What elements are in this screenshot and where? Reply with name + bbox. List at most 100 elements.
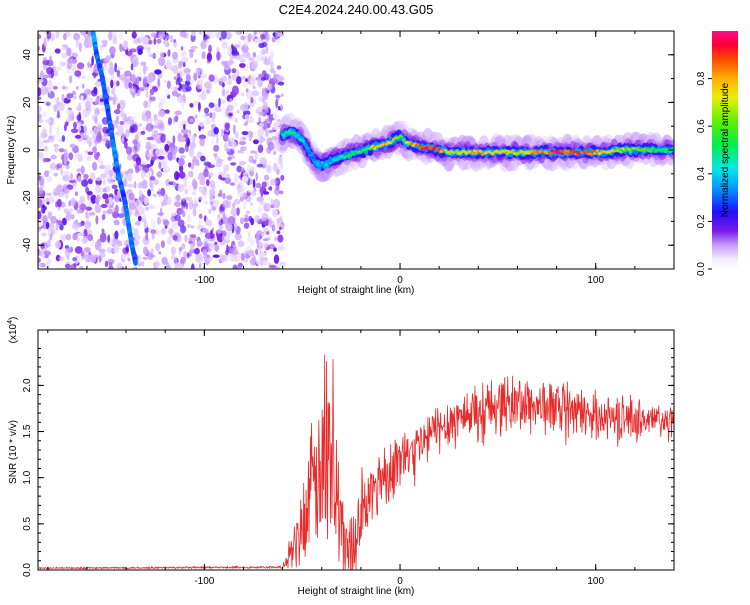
spectrogram-noise-speck xyxy=(128,192,135,201)
spectrogram-ridge-cell xyxy=(429,147,433,151)
spectrogram-noise-speck xyxy=(158,105,164,109)
spectrogram-noise-speck xyxy=(266,231,270,235)
spectrogram-noise-speck xyxy=(38,262,42,268)
spectrogram-ridge-cell xyxy=(308,151,312,155)
spectrogram-noise-speck xyxy=(234,102,238,107)
spectrogram-noise-speck xyxy=(246,164,251,171)
spectrogram-noise-speck xyxy=(203,255,208,260)
spectrogram-noise-speck xyxy=(240,252,245,261)
spectrogram-noise-speck xyxy=(178,171,186,179)
spectrogram-noise-speck xyxy=(232,124,236,134)
spectrogram-noise-speck xyxy=(126,172,133,182)
spectrogram-noise-speck xyxy=(240,35,246,41)
spectrogram-noise-speck xyxy=(129,116,137,121)
spectrogram-noise-speck xyxy=(211,136,214,145)
spectrogram-noise-speck xyxy=(274,121,280,127)
spectrogram-noise-speck xyxy=(221,41,228,50)
spectrogram-noise-speck xyxy=(202,249,207,256)
spectrogram-noise-speck xyxy=(190,243,194,252)
spectrogram-noise-speck xyxy=(149,176,156,181)
spectrogram-noise-speck xyxy=(261,181,267,188)
spectrogram-noise-speck xyxy=(131,31,137,39)
spectrogram-noise-speck xyxy=(207,130,213,137)
spectrogram-noise-speck xyxy=(181,56,189,63)
spectrogram-noise-speck xyxy=(94,107,100,116)
spectrogram-noise-speck xyxy=(150,32,156,38)
spectrogram-noise-speck xyxy=(252,178,256,189)
spectrogram-noise-speck xyxy=(261,87,270,91)
spectrogram-noise-speck xyxy=(66,58,70,63)
spectrogram-noise-speck xyxy=(245,52,250,59)
spectrogram-noise-speck xyxy=(236,165,242,173)
spectrogram-noise-speck xyxy=(225,223,233,232)
spectrogram-ridge-cell xyxy=(627,148,631,152)
spectrogram-noise-speck xyxy=(153,37,157,45)
spectrogram-y-tick-label: -40 xyxy=(22,238,33,253)
spectrogram-noise-speck xyxy=(166,80,171,89)
spectrogram-noise-speck xyxy=(124,239,130,247)
spectrogram-noise-speck xyxy=(137,143,140,153)
spectrogram-noise-speck xyxy=(137,48,143,55)
spectrogram-noise-speck xyxy=(199,137,205,147)
spectrogram-noise-speck xyxy=(41,111,48,118)
spectrogram-noise-speck xyxy=(94,152,99,161)
spectrogram-noise-speck xyxy=(170,34,174,43)
spectrogram-noise-speck xyxy=(38,87,42,96)
spectrogram-noise-speck xyxy=(73,95,77,100)
spectrogram-noise-speck xyxy=(134,221,141,226)
spectrogram-noise-speck xyxy=(188,200,194,210)
spectrogram-noise-speck xyxy=(234,117,238,124)
spectrogram-noise-speck xyxy=(208,44,212,53)
spectrogram-noise-speck xyxy=(53,172,59,177)
spectrogram-noise-speck xyxy=(63,33,67,41)
spectrogram-noise-speck xyxy=(196,240,203,247)
spectrogram-noise-speck xyxy=(148,254,156,258)
spectrogram-noise-speck xyxy=(173,183,177,188)
spectrogram-noise-speck xyxy=(61,44,68,48)
spectrogram-noise-speck xyxy=(99,101,104,106)
spectrogram-noise-speck xyxy=(249,77,256,86)
spectrogram-noise-speck xyxy=(238,160,247,166)
spectrogram-noise-speck xyxy=(101,136,106,140)
spectrogram-ridge-cell xyxy=(586,152,590,156)
spectrogram-noise-speck xyxy=(105,55,112,61)
spectrogram-noise-speck xyxy=(76,62,85,70)
spectrogram-noise-speck xyxy=(256,196,265,203)
spectrogram-noise-speck xyxy=(229,137,235,142)
spectrogram-noise-speck xyxy=(144,115,148,121)
spectrogram-noise-speck xyxy=(197,79,204,86)
spectrogram-noise-speck xyxy=(86,67,94,71)
spectrogram-noise-speck xyxy=(40,85,48,96)
spectrogram-noise-speck xyxy=(275,98,279,109)
spectrogram-noise-speck xyxy=(41,232,47,237)
spectrogram-noise-speck xyxy=(123,40,128,51)
spectrogram-noise-speck xyxy=(166,140,171,145)
spectrogram-noise-speck xyxy=(170,253,176,260)
spectrogram-noise-speck xyxy=(237,149,242,154)
spectrogram-noise-speck xyxy=(252,85,256,90)
spectrogram-noise-speck xyxy=(218,97,221,108)
spectrogram-noise-speck xyxy=(49,124,52,135)
spectrogram-noise-speck xyxy=(256,230,263,236)
spectrogram-noise-speck xyxy=(109,169,114,178)
spectrogram-ridge-cell xyxy=(550,149,555,153)
spectrogram-noise-speck xyxy=(239,104,247,111)
spectrogram-noise-speck xyxy=(38,257,41,263)
spectrogram-noise-speck xyxy=(101,228,105,234)
spectrogram-noise-speck xyxy=(211,116,215,123)
spectrogram-noise-speck xyxy=(135,164,140,174)
spectrogram-noise-speck xyxy=(276,217,283,223)
spectrogram-noise-speck xyxy=(154,228,159,235)
spectrogram-noise-speck xyxy=(217,213,221,221)
spectrogram-noise-speck xyxy=(54,134,59,138)
spectrogram-noise-speck xyxy=(264,106,269,114)
spectrogram-noise-speck xyxy=(167,228,174,235)
snr-x-tick-label: 0 xyxy=(397,576,403,587)
spectrogram-noise-speck xyxy=(161,256,168,265)
spectrogram-noise-speck xyxy=(138,123,143,127)
spectrogram-noise-speck xyxy=(83,132,89,139)
spectrogram-noise-speck xyxy=(99,165,106,170)
spectrogram-noise-speck xyxy=(217,192,223,197)
spectrogram-noise-region xyxy=(38,31,286,269)
spectrogram-noise-speck xyxy=(76,237,80,242)
